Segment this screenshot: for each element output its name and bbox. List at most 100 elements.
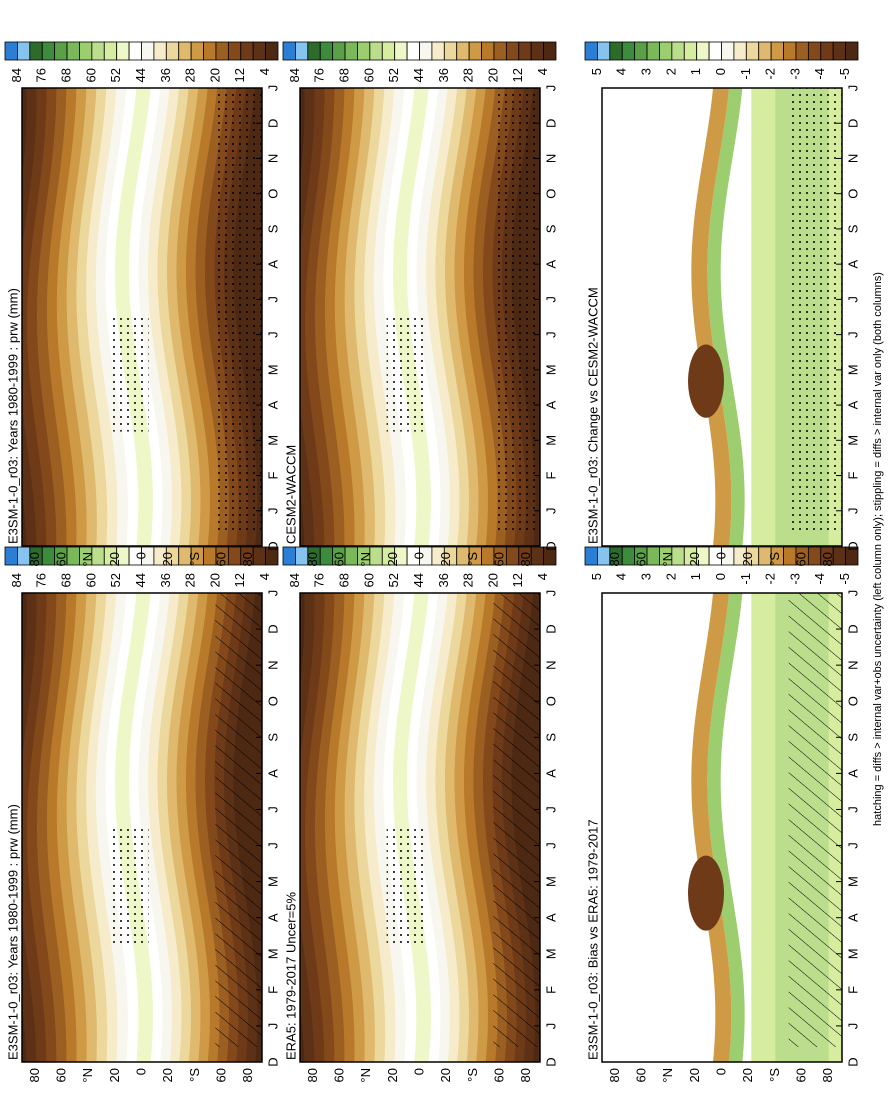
colorbar-box (659, 41, 673, 61)
colorbar-label: -5 (837, 573, 852, 585)
colorbar-label: -2 (763, 68, 778, 80)
colorbar-box (431, 41, 445, 61)
frame (601, 592, 843, 1063)
lat-label: °S (767, 552, 782, 566)
stipple (788, 593, 843, 1047)
colorbar-label: 84 (287, 68, 302, 82)
colorbar-box (481, 41, 495, 61)
colorbar-box (66, 41, 80, 61)
lat-label: 80 (820, 552, 835, 566)
colorbar-label: 2 (663, 68, 678, 75)
colorbar-box (621, 41, 636, 61)
colorbar-label: 4 (614, 573, 629, 580)
colorbar-box (369, 41, 383, 61)
lat-label: 60 (491, 552, 506, 566)
colorbar-box (227, 546, 242, 566)
month-label: M (845, 876, 860, 887)
lat-label: 60 (793, 1068, 808, 1082)
colorbar-box (832, 41, 846, 61)
colorbar-label: 84 (9, 68, 24, 82)
colorbar-label: 68 (58, 573, 73, 587)
colorbar-box (153, 41, 167, 61)
colorbar-label: 44 (411, 573, 426, 587)
colorbar-label: 52 (108, 68, 123, 82)
lat-label: 0 (411, 552, 426, 559)
month-label: D (845, 624, 860, 633)
month-label: F (265, 986, 280, 994)
month-label: J (845, 331, 860, 338)
lat-label: 60 (793, 552, 808, 566)
colorbar-label: 76 (34, 573, 49, 587)
colorbar-box (634, 41, 648, 61)
lat-label: 80 (305, 552, 320, 566)
month-label: D (265, 1057, 280, 1066)
colorbar-label: 0 (713, 573, 728, 580)
lat-label: °N (358, 1068, 373, 1083)
colorbar-box (671, 41, 685, 61)
stipple (493, 88, 541, 531)
colorbar-box (584, 546, 598, 566)
colorbar-box (721, 41, 735, 61)
lat-label: 0 (713, 1068, 728, 1075)
lat-label: 60 (633, 552, 648, 566)
colorbar-box (795, 41, 809, 61)
frame (601, 87, 843, 547)
colorbar-box (240, 41, 254, 61)
colorbar-box (609, 41, 623, 61)
colorbar-box (696, 41, 710, 61)
stipple (386, 827, 427, 945)
month-label: J (265, 85, 280, 92)
colorbar-label: 76 (34, 68, 49, 82)
frame (21, 87, 263, 547)
blob (688, 344, 724, 418)
colorbar-box (29, 41, 43, 61)
colorbar-label: 12 (510, 573, 525, 587)
rotated-figure: E3SM-1-0_r03: Years 1980-1999 : prw (mm)… (4, 41, 884, 1083)
lat-label: 20 (160, 552, 175, 566)
month-label: M (543, 876, 558, 887)
lat-label: 60 (53, 1068, 68, 1082)
colorbar-label: 12 (232, 573, 247, 587)
colorbar-label: 5 (589, 68, 604, 75)
colorbar-label: 36 (158, 68, 173, 82)
lat-label: 20 (687, 552, 702, 566)
colorbar-box (66, 546, 80, 566)
panel: E3SM-1-0_r03: Years 1980-1999 : prw (mm)… (4, 41, 280, 567)
colorbar-label: 4 (535, 573, 550, 580)
month-label: M (845, 435, 860, 446)
lat-label: °N (80, 552, 95, 567)
colorbar-label: 20 (485, 68, 500, 82)
colorbar-box (406, 41, 420, 61)
lat-label: 60 (331, 1068, 346, 1082)
colorbar-label: 52 (108, 573, 123, 587)
panel-title: ERA5: 1979-2017 Uncer=5% (283, 892, 298, 1060)
colorbar-label: 36 (436, 68, 451, 82)
colorbar-box (79, 41, 93, 61)
colorbar-box (394, 41, 408, 61)
panel-title: E3SM-1-0_r03: Change vs CESM2-WACCM (585, 287, 600, 544)
colorbar-box (543, 546, 557, 566)
colorbar-label: 4 (257, 68, 272, 75)
colorbar-label: 84 (9, 573, 24, 587)
colorbar-label: 68 (336, 68, 351, 82)
month-label: M (543, 948, 558, 959)
month-label: J (543, 806, 558, 813)
colorbar-box (543, 41, 557, 61)
month-label: F (845, 472, 860, 480)
colorbar-box (683, 41, 698, 61)
month-label: N (845, 660, 860, 669)
colorbar-box (265, 546, 279, 566)
colorbar-box (745, 41, 760, 61)
colorbar-label: 12 (232, 68, 247, 82)
lat-label: 80 (607, 552, 622, 566)
colorbar-box (319, 41, 334, 61)
panel: ERA5: 1979-2017 Uncer=5% 80 60 °N 20 0 20 °S 60 8… (282, 546, 558, 1083)
lat-label: °S (465, 1068, 480, 1082)
month-label: N (543, 660, 558, 669)
colorbar-box (505, 41, 520, 61)
colorbar-box (227, 41, 242, 61)
month-label: D (265, 624, 280, 633)
colorbar-box (54, 41, 68, 61)
colorbar-box (845, 546, 859, 566)
colorbar-label: 60 (83, 68, 98, 82)
